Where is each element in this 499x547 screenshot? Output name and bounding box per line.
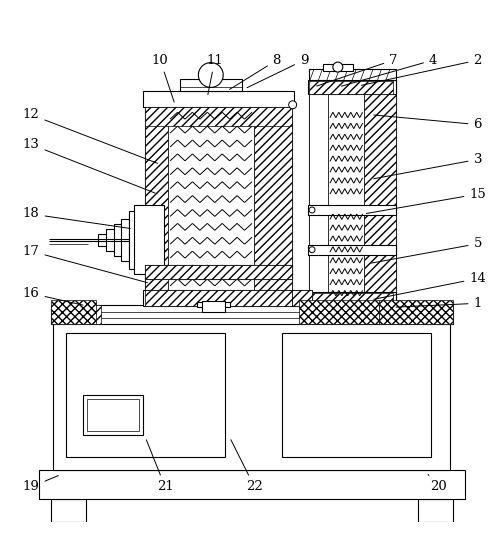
Circle shape — [333, 62, 343, 72]
Circle shape — [309, 207, 315, 213]
Bar — [134, 205, 164, 275]
Bar — [51, 499, 86, 522]
Text: 20: 20 — [428, 474, 447, 493]
Bar — [388, 305, 453, 324]
Text: 5: 5 — [371, 237, 482, 263]
Bar — [98, 234, 145, 246]
Bar — [66, 333, 225, 457]
Bar — [87, 399, 139, 431]
Bar — [143, 91, 294, 107]
Bar — [364, 80, 396, 306]
Bar — [379, 300, 453, 324]
Bar — [145, 290, 292, 306]
Bar — [145, 107, 292, 306]
Text: 12: 12 — [23, 108, 158, 164]
Bar — [309, 69, 396, 80]
Text: 13: 13 — [23, 138, 155, 193]
Bar — [129, 214, 145, 266]
Bar — [309, 82, 393, 94]
Text: 3: 3 — [374, 153, 482, 179]
Text: 10: 10 — [152, 54, 174, 102]
Text: 1: 1 — [396, 297, 482, 310]
Bar — [323, 63, 353, 71]
Bar — [106, 229, 145, 251]
Bar — [307, 80, 396, 94]
Bar — [51, 305, 453, 324]
Text: 16: 16 — [23, 287, 83, 305]
Bar — [168, 107, 254, 306]
Text: 9: 9 — [247, 54, 308, 88]
Bar — [307, 292, 396, 306]
Text: 4: 4 — [341, 54, 437, 86]
Text: 11: 11 — [207, 54, 223, 95]
Circle shape — [309, 247, 315, 253]
Bar — [53, 323, 451, 469]
Bar — [145, 107, 292, 126]
Bar — [145, 265, 292, 280]
Bar — [292, 290, 311, 306]
Circle shape — [199, 62, 223, 88]
Bar — [180, 79, 242, 91]
Text: 17: 17 — [23, 245, 148, 283]
Text: 7: 7 — [317, 54, 398, 86]
Bar — [309, 293, 393, 306]
Text: 21: 21 — [146, 440, 174, 493]
Bar — [129, 212, 154, 269]
Bar — [38, 469, 466, 499]
Text: 18: 18 — [23, 207, 130, 229]
Text: 22: 22 — [231, 440, 263, 493]
Bar — [198, 302, 230, 307]
Bar — [307, 245, 396, 255]
Text: 14: 14 — [374, 272, 486, 299]
Bar — [145, 107, 168, 306]
Bar — [282, 333, 431, 457]
Bar — [309, 80, 396, 306]
Bar — [254, 107, 292, 306]
Bar — [143, 290, 294, 306]
Bar — [418, 499, 453, 522]
Text: 19: 19 — [23, 475, 58, 493]
Bar — [51, 300, 96, 324]
Bar — [292, 290, 311, 306]
Bar — [145, 265, 292, 280]
Bar — [307, 205, 396, 215]
Text: 15: 15 — [366, 188, 486, 213]
Bar — [121, 219, 145, 261]
Text: 6: 6 — [374, 115, 482, 131]
Bar — [299, 300, 379, 324]
Bar — [309, 80, 328, 306]
Text: 8: 8 — [230, 54, 281, 89]
Bar — [328, 85, 364, 303]
Bar — [51, 305, 101, 324]
Bar — [83, 395, 143, 435]
Circle shape — [289, 101, 296, 109]
Text: 2: 2 — [361, 54, 482, 85]
Bar — [203, 301, 225, 312]
Bar — [114, 224, 145, 256]
